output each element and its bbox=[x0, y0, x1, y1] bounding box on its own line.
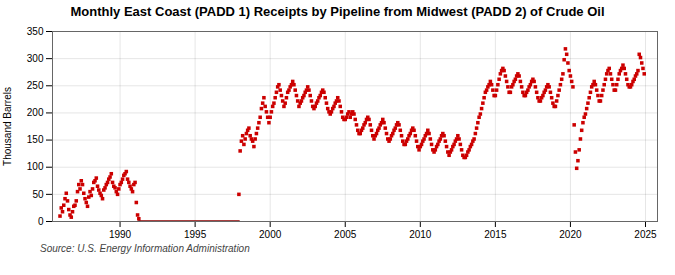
svg-text:Thousand Barrels: Thousand Barrels bbox=[2, 87, 13, 166]
svg-text:2015: 2015 bbox=[484, 229, 507, 240]
svg-text:0: 0 bbox=[38, 216, 44, 227]
svg-text:2025: 2025 bbox=[634, 229, 657, 240]
svg-text:2020: 2020 bbox=[559, 229, 582, 240]
svg-text:100: 100 bbox=[27, 161, 44, 172]
svg-text:2010: 2010 bbox=[409, 229, 432, 240]
svg-text:200: 200 bbox=[27, 107, 44, 118]
svg-text:1990: 1990 bbox=[109, 229, 132, 240]
svg-text:350: 350 bbox=[27, 26, 44, 37]
html-text:Source: U.S. Energy Informatio: Source: U.S. Energy Information Administ… bbox=[40, 243, 250, 254]
svg-text:300: 300 bbox=[27, 53, 44, 64]
html-text:Monthly East Coast (PADD 1) Re: Monthly East Coast (PADD 1) Receipts by … bbox=[70, 4, 605, 19]
svg-text:2000: 2000 bbox=[259, 229, 282, 240]
svg-text:2005: 2005 bbox=[334, 229, 357, 240]
svg-text:150: 150 bbox=[27, 134, 44, 145]
svg-text:1995: 1995 bbox=[184, 229, 207, 240]
svg-text:250: 250 bbox=[27, 80, 44, 91]
svg-text:50: 50 bbox=[32, 189, 44, 200]
